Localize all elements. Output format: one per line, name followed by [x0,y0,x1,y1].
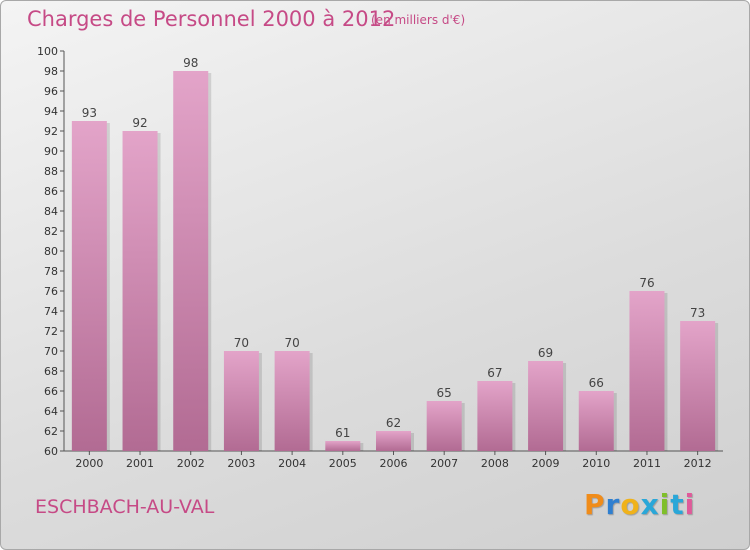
data-label: 66 [589,376,604,390]
y-tick-label: 96 [44,85,58,98]
x-tick-label: 2003 [227,457,255,470]
x-tick-label: 2007 [430,457,458,470]
x-tick-label: 2001 [126,457,154,470]
data-label: 93 [82,106,97,120]
data-label: 67 [487,366,502,380]
data-label: 70 [284,336,299,350]
y-tick-label: 80 [44,245,58,258]
bar [376,431,411,451]
chart-title: Charges de Personnel 2000 à 2012 [27,7,396,31]
y-tick-label: 88 [44,165,58,178]
y-tick-label: 94 [44,105,58,118]
y-tick-label: 72 [44,325,58,338]
logo-letter: t [670,488,685,521]
y-tick-label: 76 [44,285,58,298]
data-label: 62 [386,416,401,430]
logo-letter: P [584,488,606,521]
bar [426,401,462,451]
bar [71,121,107,451]
x-tick-label: 2006 [380,457,408,470]
y-tick-label: 74 [44,305,58,318]
y-tick-label: 82 [44,225,58,238]
y-tick-label: 66 [44,385,58,398]
logo-letter: x [640,488,660,521]
bar [578,391,614,451]
x-tick-label: 2012 [684,457,712,470]
labels-layer: 93 92 98 70 70 61 62 65 67 69 66 76 73 [82,56,706,440]
bar [122,131,158,451]
x-tick-label: 2000 [75,457,103,470]
bar [223,351,259,451]
y-tick-label: 90 [44,145,58,158]
bar [325,441,361,451]
x-tick-label: 2009 [532,457,560,470]
bar [629,291,665,451]
logo-letter: i [659,488,671,521]
bar [680,321,716,451]
data-label: 92 [132,116,147,130]
bar [528,361,564,451]
y-tick-label: 98 [44,65,58,78]
y-tick-label: 60 [44,445,58,458]
x-tick-label: 2011 [633,457,661,470]
data-label: 73 [690,306,705,320]
y-tick-label: 86 [44,185,58,198]
logo-letter: o [620,488,641,521]
y-tick-label: 100 [37,45,58,58]
logo-letter: r [605,488,621,521]
data-label: 61 [335,426,350,440]
bar [477,381,513,451]
x-tick-label: 2002 [177,457,205,470]
bar [274,351,310,451]
data-label: 76 [639,276,654,290]
y-tick-label: 84 [44,205,58,218]
x-tick-label: 2008 [481,457,509,470]
x-tick-label: 2010 [582,457,610,470]
y-tick-label: 92 [44,125,58,138]
axis-layer: 60 62 64 66 68 70 72 74 76 78 80 82 84 86 88 90 92 94 96 98… [37,45,723,470]
data-label: 98 [183,56,198,70]
bar [173,71,209,451]
y-tick-label: 68 [44,365,58,378]
x-tick-label: 2005 [329,457,357,470]
data-label: 69 [538,346,553,360]
bars-layer [71,71,719,451]
data-label: 70 [234,336,249,350]
proxiti-logo: Proxiti [584,488,695,521]
logo-letter: i [684,488,696,521]
commune-name: ESCHBACH-AU-VAL [35,496,215,518]
y-tick-label: 62 [44,425,58,438]
data-label: 65 [437,386,452,400]
y-tick-label: 64 [44,405,58,418]
chart-subtitle: (en milliers d'€) [371,13,466,27]
y-tick-label: 70 [44,345,58,358]
x-tick-label: 2004 [278,457,306,470]
y-tick-label: 78 [44,265,58,278]
